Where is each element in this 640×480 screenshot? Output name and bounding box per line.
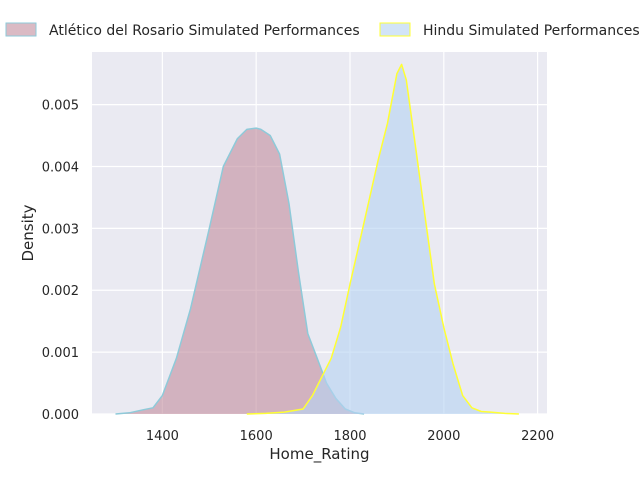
y-tick-label: 0.000	[42, 408, 79, 423]
x-axis-label: Home_Rating	[269, 445, 369, 464]
x-tick-label: 1800	[333, 429, 366, 444]
legend-swatch-1	[5, 22, 37, 37]
x-tick-label: 2000	[427, 429, 460, 444]
plot-area	[92, 52, 547, 414]
legend-label-2: Hindu Simulated Performances	[423, 23, 640, 39]
series-line-2	[246, 63, 519, 415]
x-tick-label: 2200	[521, 429, 554, 444]
y-tick-labels: 0.000 0.001 0.002 0.003 0.004 0.005	[42, 99, 79, 423]
x-tick-label: 1400	[146, 429, 179, 444]
series-area-2	[246, 64, 519, 415]
x-tick-labels: 1400 1600 1800 2000 2200	[146, 429, 554, 444]
legend: Atlético del Rosario Simulated Performan…	[5, 22, 640, 39]
series-layer	[115, 63, 519, 415]
legend-label-1: Atlético del Rosario Simulated Performan…	[49, 23, 360, 39]
y-axis-label: Density	[19, 204, 37, 261]
series-area-1	[115, 128, 365, 414]
y-tick-label: 0.001	[42, 346, 79, 361]
x-tick-label: 1600	[240, 429, 273, 444]
y-tick-label: 0.005	[42, 99, 79, 114]
legend-swatch-2	[379, 22, 411, 37]
y-tick-label: 0.004	[42, 160, 79, 175]
y-tick-label: 0.002	[42, 284, 79, 299]
y-tick-label: 0.003	[42, 222, 79, 237]
